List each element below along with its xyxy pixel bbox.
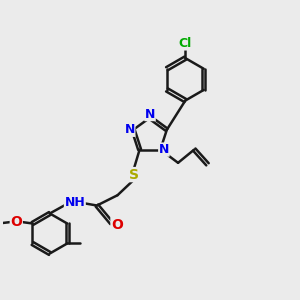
Text: N: N xyxy=(145,108,155,121)
Text: O: O xyxy=(111,218,123,232)
Text: O: O xyxy=(10,215,22,229)
Text: N: N xyxy=(159,143,169,156)
Text: S: S xyxy=(129,168,139,182)
Text: Cl: Cl xyxy=(179,37,192,50)
Text: N: N xyxy=(124,123,135,136)
Text: NH: NH xyxy=(64,196,85,209)
